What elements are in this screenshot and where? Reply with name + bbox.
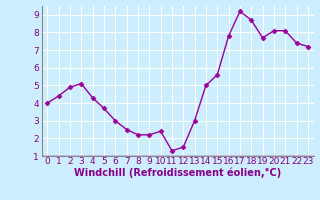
X-axis label: Windchill (Refroidissement éolien,°C): Windchill (Refroidissement éolien,°C) [74,168,281,178]
